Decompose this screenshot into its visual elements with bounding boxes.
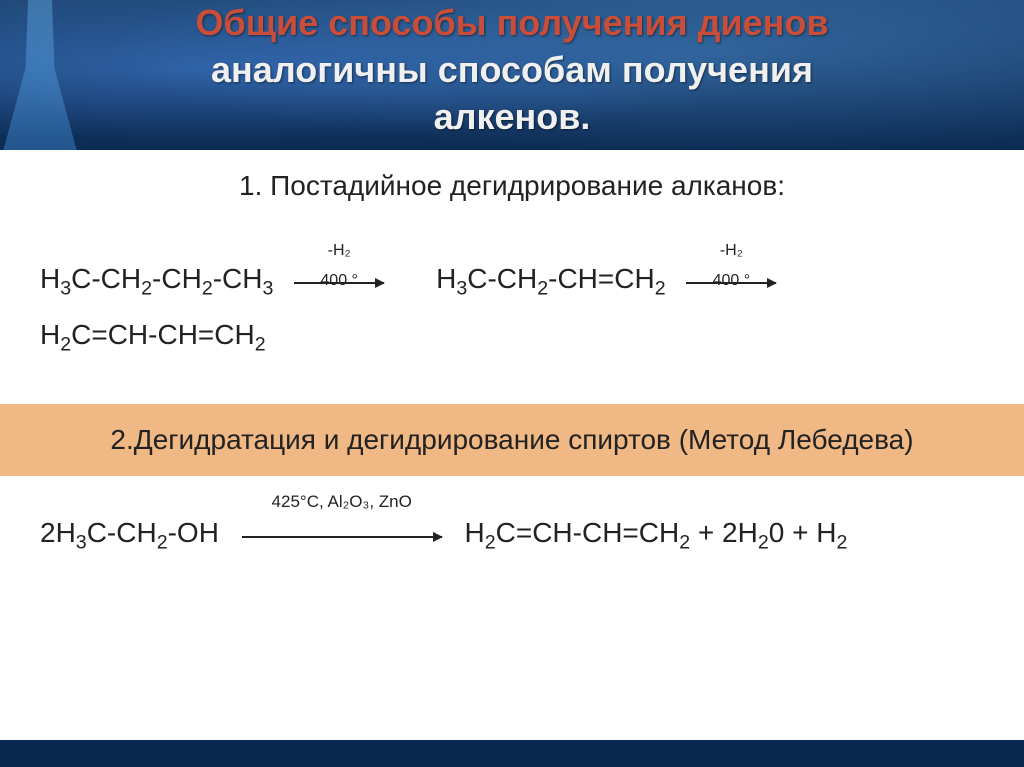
section-1-reaction: H3C-CH2-CH2-CH3 -H₂ 400 ° H3C-CH2-CH=CH2…: [0, 222, 1024, 404]
product-1: H2C=CH-CH=CH2: [40, 319, 266, 350]
reactant-1: H3C-CH2-CH2-CH3: [40, 263, 273, 294]
content-area: 1. Постадийное дегидрирование алканов: H…: [0, 150, 1024, 740]
title-line-white-2: алкенов.: [434, 96, 591, 137]
reactant-2: 2H3C-CH2-OH: [40, 517, 219, 548]
slide-title: Общие способы получения диенов аналогичн…: [0, 0, 1024, 150]
title-line-white-1: аналогичны способам получения: [211, 49, 813, 90]
section-2-reaction: 2H3C-CH2-OH 425°C, Al₂O₃, ZnO H2C=CH-CH=…: [0, 476, 1024, 602]
product-2: H2C=CH-CH=CH2 + 2H20 + H2: [465, 517, 848, 548]
reaction-arrow-3: 425°C, Al₂O₃, ZnO: [237, 508, 447, 561]
reaction-arrow-2: -H₂ 400 °: [681, 254, 781, 307]
reaction-arrow-1: -H₂ 400 °: [289, 254, 389, 307]
intermediate: H3C-CH2-CH=CH2: [436, 263, 666, 294]
title-line-red: Общие способы получения диенов: [196, 2, 829, 43]
section-2-heading: 2.Дегидратация и дегидрирование спиртов …: [0, 404, 1024, 476]
section-1-heading: 1. Постадийное дегидрирование алканов:: [0, 150, 1024, 222]
